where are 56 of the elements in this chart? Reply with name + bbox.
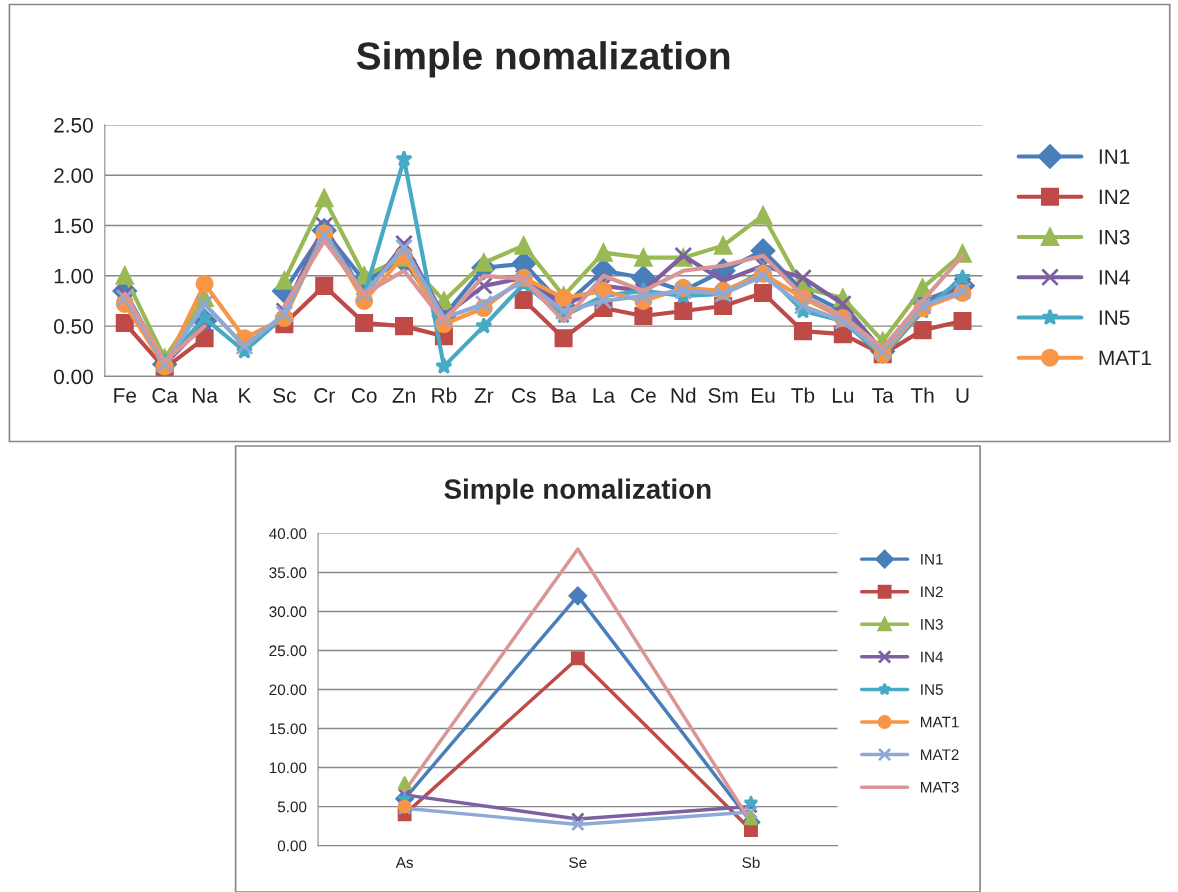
y-tick-label: 0.50: [54, 319, 93, 334]
y-tick-label: 35.00: [269, 567, 307, 579]
legend-label: IN2: [1099, 189, 1130, 205]
y-tick-label: 30.00: [269, 606, 307, 618]
legend-label: IN1: [921, 553, 943, 565]
legend-label: IN5: [921, 684, 943, 695]
x-tick-label: U: [956, 388, 969, 403]
y-tick-label: 1.50: [54, 218, 93, 234]
x-tick-label: Ta: [872, 388, 894, 403]
x-tick-label: Lu: [832, 388, 854, 403]
y-tick-label: 0.00: [277, 840, 307, 852]
x-tick-label: Ce: [631, 388, 656, 403]
y-tick-label: 15.00: [269, 723, 307, 735]
y-tick-label: 5.00: [277, 801, 307, 813]
x-tick-label: Rb: [432, 387, 457, 403]
x-tick-label: Sm: [708, 388, 738, 403]
legend-label: IN4: [921, 651, 944, 663]
x-tick-label: Ca: [152, 388, 178, 403]
legend-label: IN2: [921, 586, 943, 598]
y-tick-label: 25.00: [269, 645, 307, 657]
legend-label: MAT2: [921, 749, 959, 760]
chart-title: Simple nomalization: [444, 478, 711, 505]
x-tick-label: Se: [569, 857, 587, 868]
y-tick-label: 2.00: [54, 168, 93, 183]
y-tick-label: 1.00: [54, 268, 93, 284]
x-tick-label: Ba: [552, 388, 577, 403]
x-tick-label: K: [239, 388, 252, 403]
x-tick-label: La: [593, 388, 616, 403]
x-tick-label: Zn: [392, 388, 415, 403]
y-tick-label: 40.00: [269, 528, 307, 540]
x-tick-label: Fe: [114, 388, 137, 403]
x-tick-label: Na: [192, 388, 218, 403]
y-tick-label: 2.50: [54, 117, 93, 133]
x-tick-label: Zr: [474, 388, 494, 403]
x-tick-label: As: [395, 857, 414, 868]
x-tick-label: Co: [351, 388, 377, 403]
x-tick-label: Sb: [742, 856, 760, 868]
y-tick-label: 10.00: [269, 762, 307, 774]
legend-label: IN3: [1099, 229, 1130, 245]
legend-label: MAT1: [1099, 350, 1151, 366]
x-tick-label: Sc: [273, 388, 296, 403]
legend-label: MAT1: [921, 716, 959, 728]
x-tick-label: Tb: [791, 387, 815, 403]
legend-label: IN5: [1099, 310, 1130, 325]
x-tick-label: Cr: [314, 388, 335, 403]
x-tick-label: Cs: [512, 388, 536, 403]
chart-title: Simple nomalization: [356, 41, 730, 78]
x-tick-label: Eu: [752, 388, 775, 403]
legend-label: IN3: [921, 618, 943, 630]
legend-label: MAT3: [921, 781, 959, 793]
legend-label: IN1: [1099, 149, 1130, 164]
y-tick-label: 20.00: [269, 684, 307, 696]
x-tick-label: Nd: [671, 387, 696, 403]
y-tick-label: 0.00: [54, 369, 93, 385]
x-tick-label: Th: [910, 387, 934, 403]
legend-label: IN4: [1099, 270, 1130, 285]
